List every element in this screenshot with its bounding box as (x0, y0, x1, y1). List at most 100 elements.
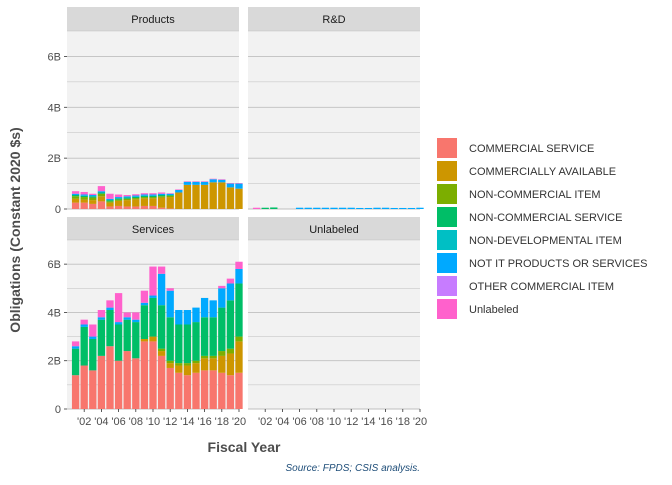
bar-services-2012-non-commercial-service (166, 317, 174, 361)
x-tick-label: '04 (275, 416, 289, 428)
legend-label: OTHER COMMERCIAL ITEM (469, 281, 614, 293)
bar-services-2015-not-it-products-or-services (192, 307, 200, 323)
bar-services-2002-non-commercial-service (80, 326, 88, 366)
bar-products-2005-not-it-products-or-services (106, 198, 114, 201)
bar-services-2017-commercial-service (209, 370, 217, 409)
bar-services-2009-commercial-service (140, 341, 149, 409)
bar-products-2004-commercially-available (97, 196, 106, 202)
bar-products-2012-commercial-service (166, 208, 174, 209)
bar-services-2012-commercial-service (166, 367, 174, 409)
bar-services-2014-non-commercial-service (183, 324, 192, 364)
bar-services-2003-non-commercial-service (89, 338, 97, 371)
bar-services-2007-not-it-products-or-services (123, 317, 131, 320)
bar-services-2004-unlabeled (97, 310, 106, 318)
x-tick-label: '12 (163, 416, 177, 428)
bar-r-d-2007-not-it-products-or-services (304, 207, 312, 209)
legend-item-non-developmental-item: NON-DEVELOPMENTAL ITEM (437, 230, 622, 250)
bar-r-d-2017-not-it-products-or-services (390, 207, 398, 209)
facet-title: Unlabeled (309, 224, 359, 236)
x-tick-label: '06 (111, 416, 125, 428)
bar-products-2002-commercially-available (80, 199, 88, 203)
y-tick-label: 6B (48, 51, 61, 63)
x-tick-label: '18 (396, 416, 410, 428)
bar-products-2005-unlabeled (106, 193, 114, 199)
bar-services-2004-non-commercial-service (97, 319, 106, 356)
bar-r-d-2014-not-it-products-or-services (364, 207, 373, 209)
bar-products-2011-non-commercial-item (157, 196, 166, 198)
bar-products-2005-commercial-service (106, 206, 114, 209)
bar-products-2008-non-commercial-item (132, 198, 140, 200)
bar-services-2001-non-commercial-service (71, 348, 80, 376)
bar-services-2008-non-commercial-service (132, 322, 140, 359)
legend-item-non-commercial-service: NON-COMMERCIAL SERVICE (437, 207, 622, 227)
x-tick-label: '16 (197, 416, 211, 428)
x-tick-label: '12 (344, 416, 358, 428)
bar-services-2018-non-commercial-service (218, 307, 226, 352)
bar-products-2018-unlabeled (218, 179, 226, 180)
bar-services-2019-commercially-available (226, 353, 235, 376)
bar-services-2017-non-commercial-item (209, 355, 217, 359)
legend-label: COMMERCIAL SERVICE (469, 143, 594, 155)
bar-services-2013-non-commercial-service (175, 324, 183, 364)
facet-title: Services (132, 224, 175, 236)
bar-services-2003-commercial-service (89, 370, 97, 409)
bar-services-2001-not-it-products-or-services (71, 346, 80, 349)
bar-products-2002-unlabeled (80, 191, 88, 195)
bar-products-2006-commercial-service (114, 205, 123, 209)
bar-services-2020-commercially-available (235, 341, 243, 373)
bar-products-2015-unlabeled (192, 181, 200, 182)
bar-products-2005-non-commercial-service (106, 200, 114, 202)
bar-services-2020-non-commercial-service (235, 283, 243, 337)
bar-products-2012-non-commercial-service (166, 195, 174, 196)
bar-products-2010-commercially-available (149, 198, 157, 206)
bar-products-2012-commercially-available (166, 197, 174, 209)
bar-products-2007-unlabeled (123, 195, 131, 197)
legend-swatch (437, 299, 457, 319)
bar-products-2002-not-it-products-or-services (80, 194, 88, 196)
bar-services-2020-commercial-service (235, 372, 243, 409)
bar-products-2007-non-commercial-service (123, 197, 131, 199)
bar-services-2015-non-commercial-item (192, 360, 200, 364)
bar-products-2007-commercially-available (123, 200, 131, 207)
bar-products-2006-commercially-available (114, 200, 123, 206)
panel-background (248, 31, 420, 209)
bar-services-2016-commercially-available (200, 358, 209, 371)
x-tick-label: '16 (378, 416, 392, 428)
bar-products-2011-commercial-service (157, 207, 166, 209)
bar-products-2007-not-it-products-or-services (123, 196, 131, 198)
bar-services-2011-commercially-available (157, 351, 166, 356)
bar-products-2007-commercial-service (123, 206, 131, 209)
bar-products-2004-non-commercial-service (97, 192, 106, 194)
y-axis-title: Obligations (Constant 2020 $s) (7, 127, 23, 332)
bar-services-2007-non-commercial-service (123, 319, 131, 352)
bar-services-2014-commercial-service (183, 375, 192, 409)
panel-unlabeled: Unlabeled (248, 217, 420, 410)
bar-services-2012-commercially-available (166, 363, 174, 368)
legend-item-non-commercial-item: NON-COMMERCIAL ITEM (437, 184, 601, 204)
bar-services-2011-non-commercial-item (157, 348, 166, 352)
bar-r-d-2006-not-it-products-or-services (295, 207, 304, 209)
x-tick-label: '10 (327, 416, 341, 428)
x-tick-label: '14 (361, 416, 375, 428)
bar-products-2016-commercially-available (200, 184, 209, 209)
panel-products: Products (67, 7, 243, 210)
bar-services-2020-non-commercial-item (235, 336, 243, 342)
bar-services-2018-commercial-service (218, 372, 226, 409)
facet-title: Products (131, 14, 175, 26)
legend-item-other-commercial-item: OTHER COMMERCIAL ITEM (437, 276, 614, 296)
legend-swatch (437, 253, 457, 273)
x-tick-label: '02 (77, 416, 91, 428)
bar-services-2012-unlabeled (166, 288, 174, 291)
bar-products-2017-not-it-products-or-services (209, 179, 217, 183)
bar-products-2020-not-it-products-or-services (235, 183, 243, 189)
bar-services-2008-not-it-products-or-services (132, 319, 140, 323)
bar-products-2003-commercial-service (89, 203, 97, 209)
source-caption: Source: FPDS; CSIS analysis. (286, 463, 421, 474)
bar-services-2008-commercial-service (132, 358, 140, 409)
bar-products-2013-not-it-products-or-services (175, 189, 183, 193)
bar-services-2008-unlabeled (132, 312, 140, 320)
bar-products-2005-commercially-available (106, 202, 114, 207)
bar-services-2019-unlabeled (226, 278, 235, 284)
legend-label: NON-COMMERCIAL ITEM (469, 189, 601, 201)
panel-r-d: R&D (248, 7, 424, 210)
